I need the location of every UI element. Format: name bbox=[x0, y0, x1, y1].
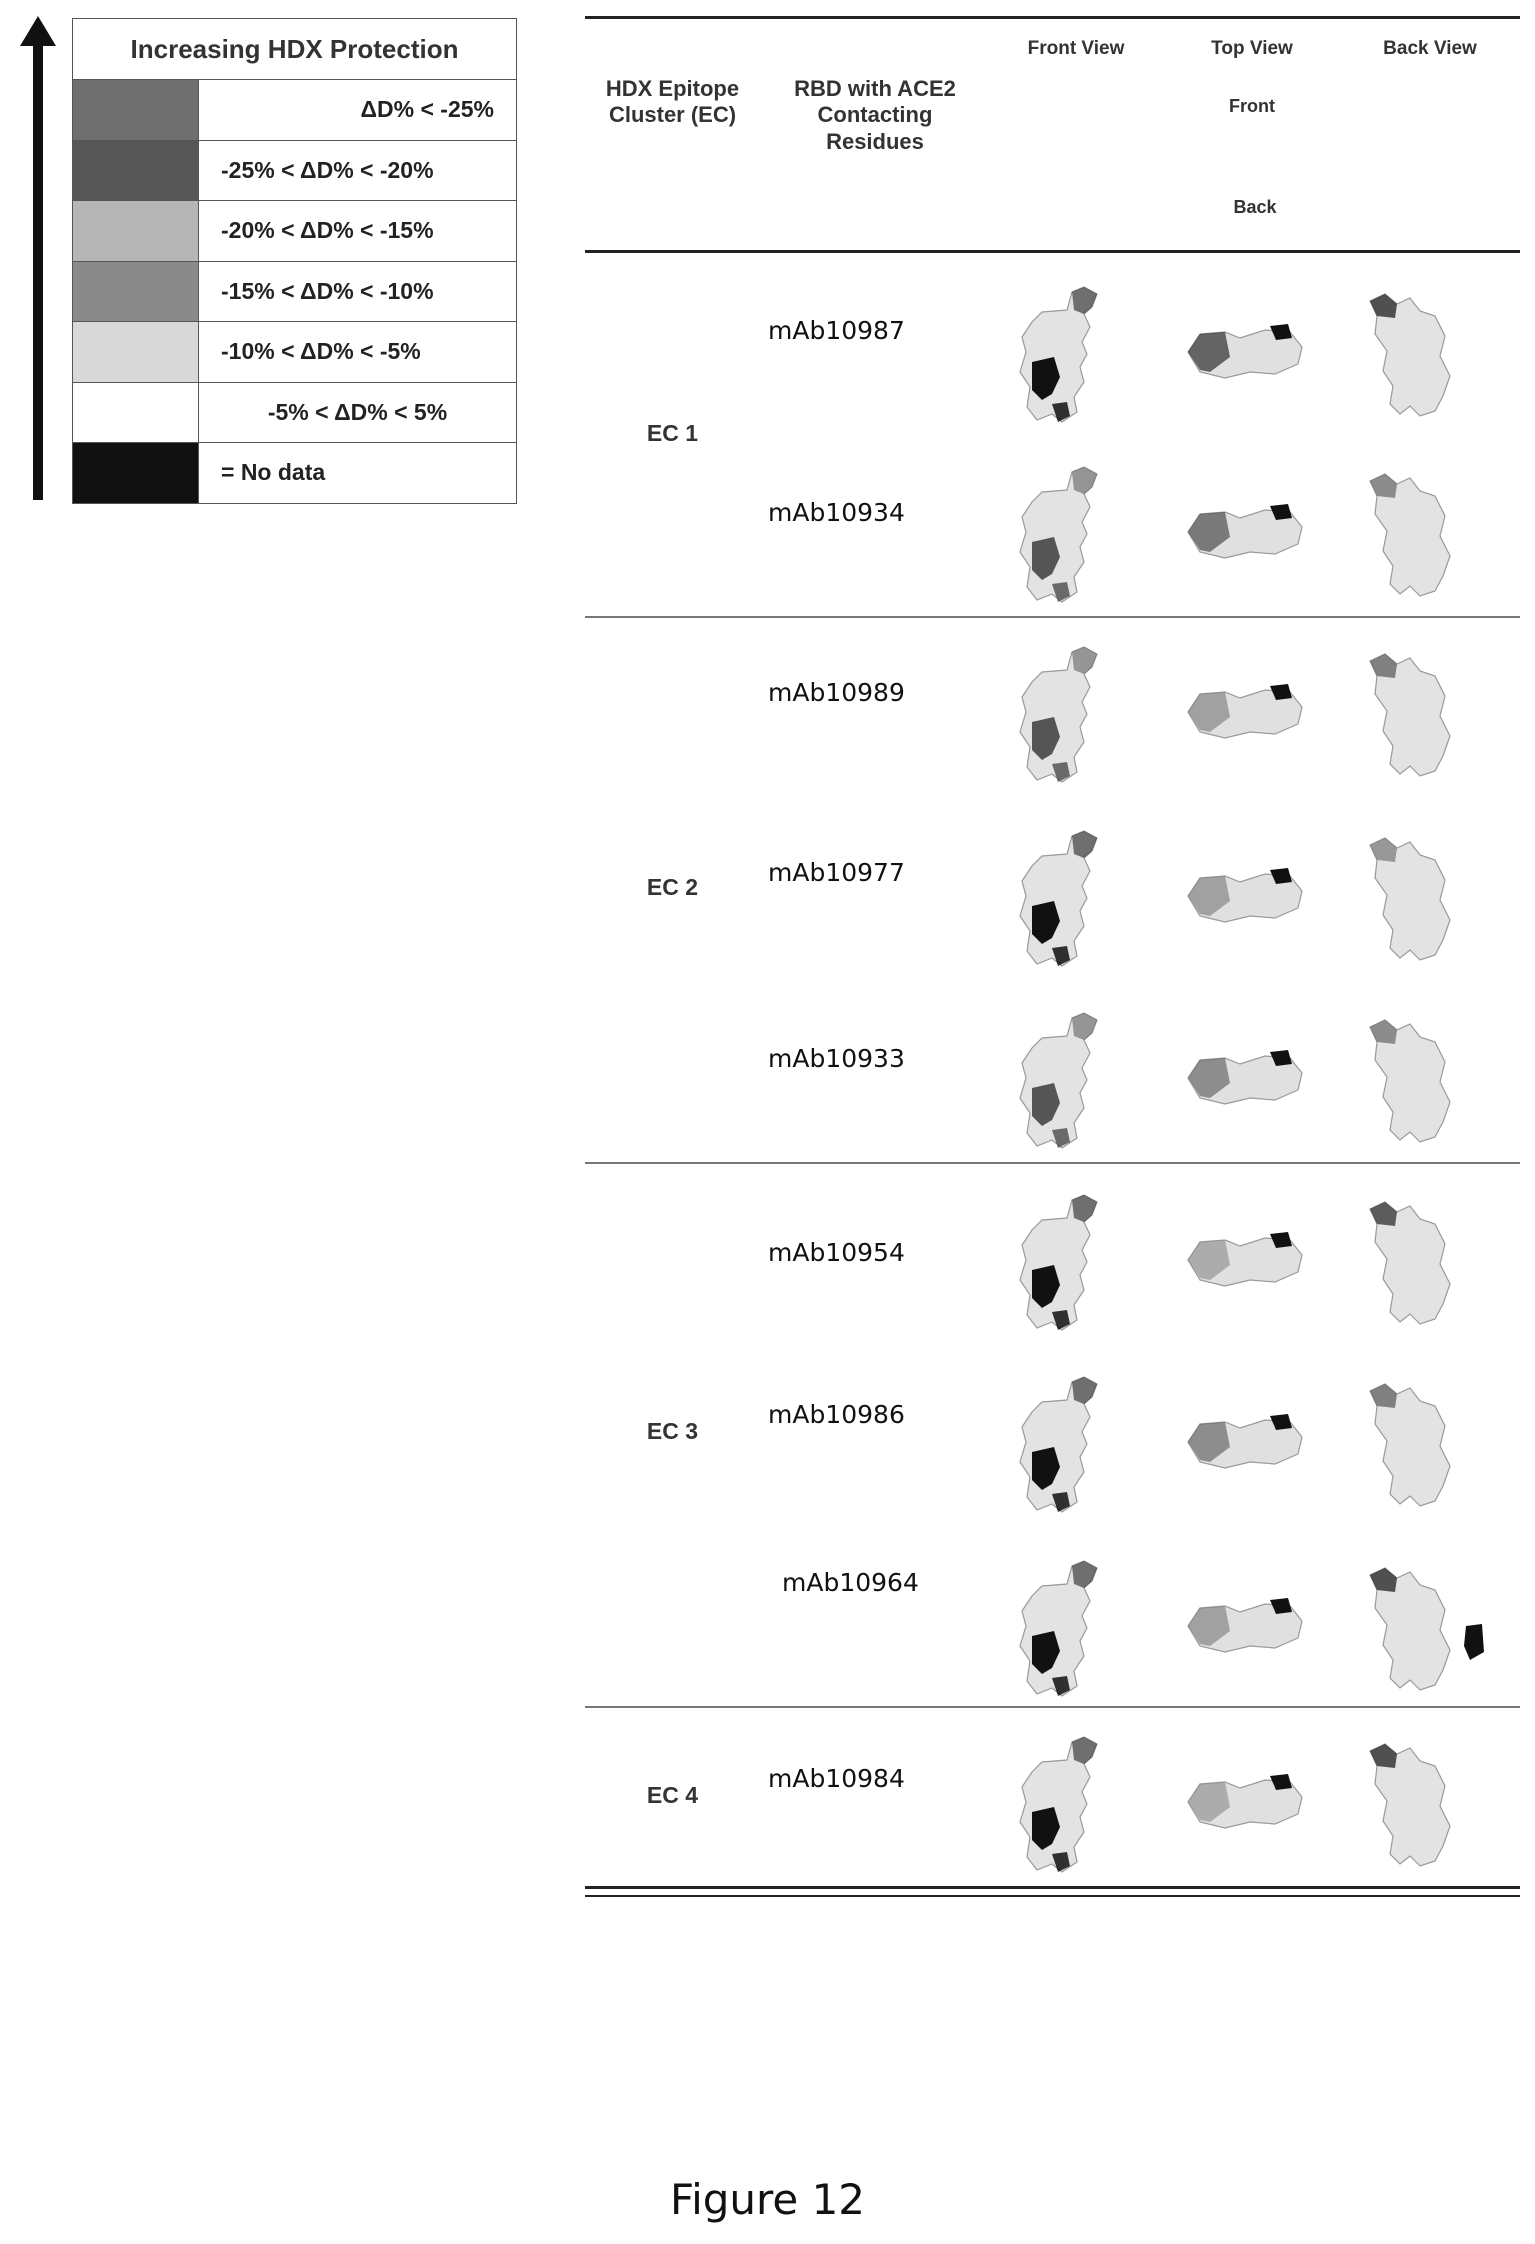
legend-row: ΔD% < -25% bbox=[73, 80, 516, 141]
legend-label: -20% < ΔD% < -15% bbox=[199, 201, 516, 261]
figure-caption: Figure 12 bbox=[0, 2175, 1535, 2224]
legend-row: -10% < ΔD% < -5% bbox=[73, 322, 516, 383]
top-view-structure bbox=[1180, 672, 1310, 752]
legend-swatch bbox=[73, 201, 199, 261]
legend-row: -15% < ΔD% < -10% bbox=[73, 262, 516, 323]
legend-swatch bbox=[73, 383, 199, 443]
header-top-view: Top View bbox=[1172, 38, 1332, 61]
legend-swatch bbox=[73, 443, 199, 503]
legend-row: -25% < ΔD% < -20% bbox=[73, 141, 516, 202]
top-view-structure bbox=[1180, 1220, 1310, 1300]
antibody-label: mAb10977 bbox=[768, 858, 905, 887]
top-view-structure bbox=[1180, 1402, 1310, 1482]
front-view-structure bbox=[1012, 826, 1117, 976]
front-view-structure bbox=[1012, 462, 1117, 612]
legend-label: -15% < ΔD% < -10% bbox=[199, 262, 516, 322]
legend-title: Increasing HDX Protection bbox=[73, 19, 516, 80]
front-view-structure bbox=[1012, 642, 1117, 792]
legend-swatch bbox=[73, 262, 199, 322]
antibody-label: mAb10933 bbox=[768, 1044, 905, 1073]
top-view-front-label: Front bbox=[1172, 96, 1332, 117]
top-view-structure bbox=[1180, 1038, 1310, 1118]
back-view-structure bbox=[1355, 466, 1465, 606]
legend-label: -10% < ΔD% < -5% bbox=[199, 322, 516, 382]
cluster-label: EC 2 bbox=[600, 874, 745, 901]
front-view-structure bbox=[1012, 1732, 1117, 1882]
cluster-label: EC 3 bbox=[600, 1418, 745, 1445]
antibody-label: mAb10964 bbox=[782, 1568, 919, 1597]
back-view-patch bbox=[1462, 1622, 1486, 1662]
back-view-structure bbox=[1355, 1560, 1465, 1700]
legend-row: -5% < ΔD% < 5% bbox=[73, 383, 516, 444]
back-view-structure bbox=[1355, 646, 1465, 786]
cluster-label: EC 4 bbox=[600, 1782, 745, 1809]
back-view-structure bbox=[1355, 286, 1465, 426]
top-view-structure bbox=[1180, 312, 1310, 392]
antibody-label: mAb10986 bbox=[768, 1400, 905, 1429]
header-rbd-ace2: RBD with ACE2 Contacting Residues bbox=[770, 76, 980, 155]
legend-label: ΔD% < -25% bbox=[199, 80, 516, 140]
back-view-structure bbox=[1355, 1376, 1465, 1516]
antibody-label: mAb10954 bbox=[768, 1238, 905, 1267]
legend-row: = No data bbox=[73, 443, 516, 503]
ec2-separator bbox=[585, 1162, 1520, 1164]
increasing-protection-arrow-icon bbox=[18, 16, 58, 500]
header-front-view: Front View bbox=[996, 38, 1156, 61]
legend-label: = No data bbox=[199, 443, 516, 503]
table-top-rule bbox=[585, 16, 1520, 19]
front-view-structure bbox=[1012, 1190, 1117, 1340]
front-view-structure bbox=[1012, 1372, 1117, 1522]
cluster-label: EC 1 bbox=[600, 420, 745, 447]
front-view-structure bbox=[1012, 282, 1117, 432]
ec3-separator bbox=[585, 1706, 1520, 1708]
antibody-label: mAb10934 bbox=[768, 498, 905, 527]
legend-swatch bbox=[73, 141, 199, 201]
legend-swatch bbox=[73, 80, 199, 140]
front-view-structure bbox=[1012, 1008, 1117, 1158]
header-epitope-cluster: HDX Epitope Cluster (EC) bbox=[600, 76, 745, 129]
top-view-structure bbox=[1180, 1586, 1310, 1666]
legend-label: -5% < ΔD% < 5% bbox=[199, 383, 516, 443]
legend-row: -20% < ΔD% < -15% bbox=[73, 201, 516, 262]
back-view-structure bbox=[1355, 1736, 1465, 1876]
header-bottom-rule bbox=[585, 250, 1520, 253]
table-bottom-rule bbox=[585, 1886, 1520, 1897]
legend-label: -25% < ΔD% < -20% bbox=[199, 141, 516, 201]
legend-swatch bbox=[73, 322, 199, 382]
legend: Increasing HDX Protection ΔD% < -25%-25%… bbox=[72, 18, 517, 504]
antibody-label: mAb10987 bbox=[768, 316, 905, 345]
top-view-structure bbox=[1180, 856, 1310, 936]
ec1-separator bbox=[585, 616, 1520, 618]
top-view-structure bbox=[1180, 1762, 1310, 1842]
antibody-label: mAb10984 bbox=[768, 1764, 905, 1793]
top-view-back-label: Back bbox=[1175, 197, 1335, 218]
back-view-structure bbox=[1355, 830, 1465, 970]
back-view-structure bbox=[1355, 1194, 1465, 1334]
back-view-structure bbox=[1355, 1012, 1465, 1152]
antibody-label: mAb10989 bbox=[768, 678, 905, 707]
front-view-structure bbox=[1012, 1556, 1117, 1706]
header-back-view: Back View bbox=[1350, 38, 1510, 61]
top-view-structure bbox=[1180, 492, 1310, 572]
